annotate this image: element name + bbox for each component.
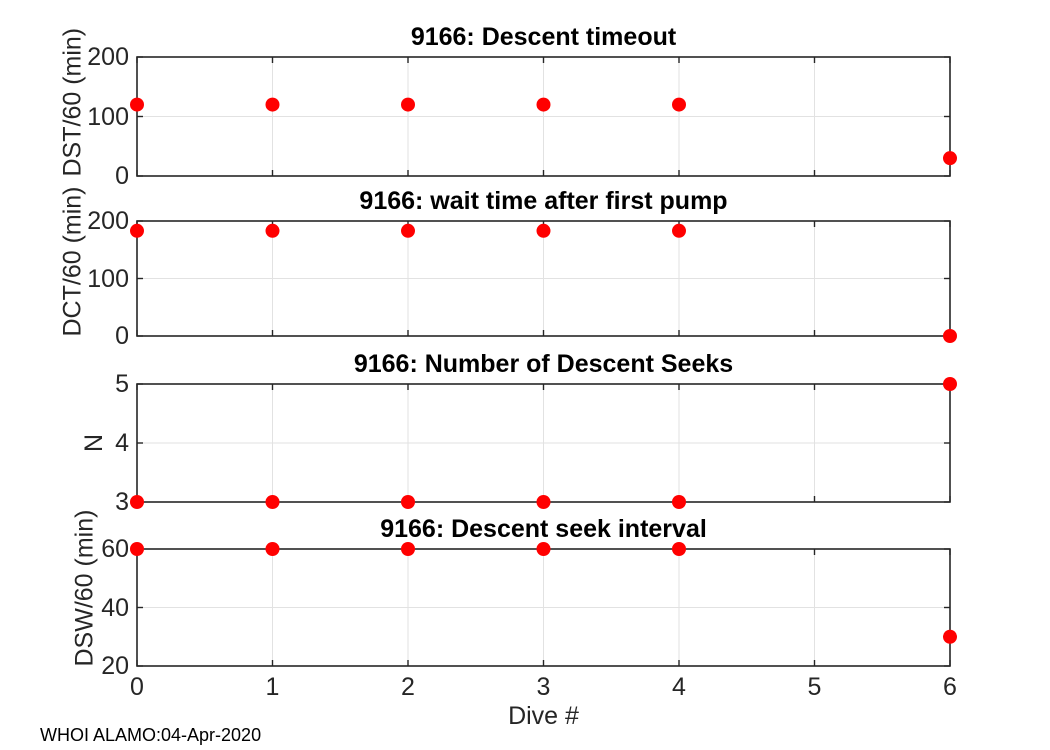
- data-point: [265, 97, 280, 112]
- y-tick-label: 4: [115, 429, 129, 457]
- data-point: [265, 495, 280, 509]
- data-point: [536, 97, 551, 112]
- data-point: [265, 223, 280, 238]
- data-point: [672, 223, 686, 238]
- data-point: [536, 542, 551, 556]
- data-point: [130, 97, 144, 112]
- data-point: [536, 495, 551, 509]
- data-point: [265, 542, 280, 556]
- y-tick-label: 0: [115, 322, 129, 350]
- x-tick-label: 2: [401, 673, 415, 701]
- subplot-descent-seeks-title: 9166: Number of Descent Seeks: [353, 350, 734, 378]
- data-point: [672, 97, 686, 112]
- subplot-seek-interval-plot: [130, 542, 957, 667]
- x-tick-label: 4: [672, 673, 686, 701]
- y-tick-label: 200: [87, 207, 129, 235]
- y-tick-label: 100: [87, 264, 129, 293]
- x-tick-label: 1: [265, 673, 280, 701]
- data-point: [130, 542, 144, 556]
- data-point: [401, 97, 415, 112]
- x-tick-label: 3: [536, 673, 551, 701]
- data-point: [401, 495, 415, 509]
- data-point: [536, 223, 551, 238]
- data-point: [672, 542, 686, 556]
- y-tick-label: 20: [101, 652, 129, 680]
- subplot-descent-timeout-title: 9166: Descent timeout: [410, 23, 677, 51]
- data-point: [943, 329, 957, 343]
- data-point: [401, 542, 415, 556]
- subplot-descent-timeout-plot: [130, 56, 957, 177]
- y-tick-label: 5: [115, 370, 129, 398]
- y-tick-label: 0: [115, 162, 129, 190]
- x-axis-label: Dive #: [508, 702, 579, 730]
- x-tick-label: 0: [130, 673, 144, 701]
- y-tick-label: 3: [115, 488, 129, 516]
- y-tick-label: 100: [87, 102, 129, 131]
- subplot-seek-interval-title: 9166: Descent seek interval: [380, 515, 707, 543]
- subplot-descent-seeks-plot: [130, 377, 957, 509]
- subplot-wait-time-plot: [130, 220, 957, 343]
- data-point: [130, 223, 144, 238]
- data-point: [130, 495, 144, 509]
- data-point: [943, 151, 957, 166]
- x-tick-label: 6: [943, 673, 957, 701]
- x-tick-label: 5: [807, 673, 822, 701]
- data-point: [943, 629, 957, 644]
- y-tick-label: 40: [101, 593, 129, 622]
- data-point: [401, 223, 415, 238]
- subplot-wait-time-title: 9166: wait time after first pump: [359, 187, 728, 215]
- y-tick-label: 60: [101, 535, 129, 563]
- data-point: [943, 377, 957, 391]
- y-tick-label: 200: [87, 43, 129, 71]
- footer-annotation: WHOI ALAMO:04-Apr-2020: [40, 725, 262, 745]
- data-point: [672, 495, 686, 509]
